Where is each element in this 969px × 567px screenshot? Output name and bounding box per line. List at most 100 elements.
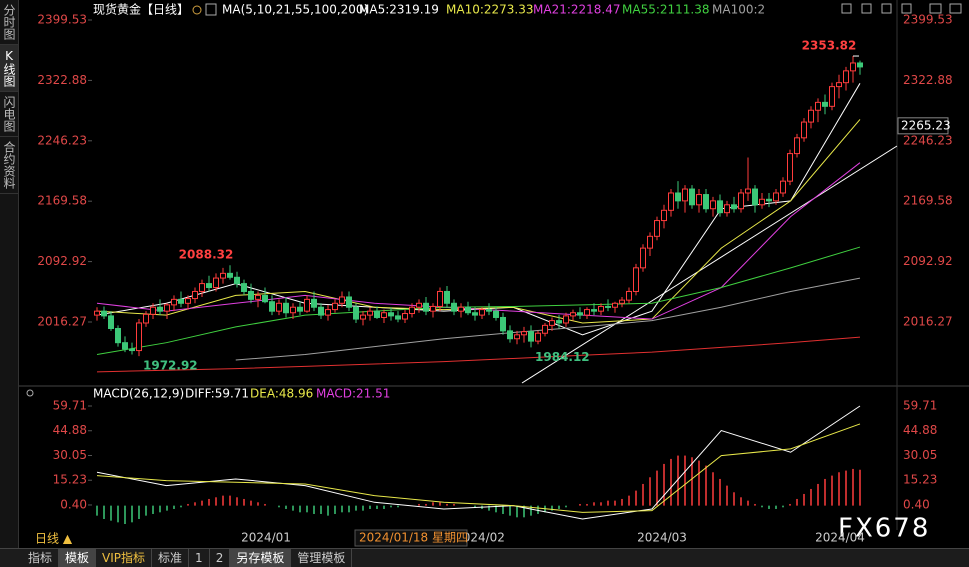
x-tick-label: 2024/01	[241, 531, 291, 545]
candle-body	[486, 309, 492, 312]
window-icon[interactable]	[861, 3, 872, 14]
candle-body	[101, 310, 107, 317]
candle-body	[409, 306, 415, 315]
legend-entry: MA21:2218.47	[533, 3, 621, 17]
y-tick-label: 59.71	[903, 399, 937, 413]
candle-body	[269, 301, 275, 312]
icon[interactable]	[192, 5, 202, 15]
candle-body	[682, 188, 688, 202]
window-icon[interactable]	[901, 3, 912, 14]
toolbar-tab[interactable]: 指标	[22, 549, 60, 567]
candle-body	[745, 188, 751, 194]
candle-body	[325, 309, 331, 316]
candle-body	[612, 302, 618, 308]
candle-body	[500, 316, 506, 332]
candle-body	[171, 298, 177, 306]
x-tick-label: 2024/03	[637, 531, 687, 545]
macd-legend: MACD:21.51	[316, 387, 390, 401]
candle-body	[780, 180, 786, 194]
y-tick-label: 59.71	[53, 399, 87, 413]
candle-body	[801, 121, 807, 139]
candle-body	[668, 192, 674, 211]
candle-body	[836, 82, 842, 88]
indicator-line	[235, 277, 861, 361]
legend-entry: MA55:2111.38	[622, 3, 710, 17]
candle-body	[815, 101, 821, 111]
candle-body	[318, 306, 324, 316]
candle-body	[822, 101, 828, 107]
toolbar-tab[interactable]: 2	[210, 549, 231, 567]
y-tick-label: 30.05	[903, 448, 937, 462]
candle-body	[479, 309, 485, 316]
icon[interactable]	[26, 389, 34, 397]
ma-params: MA(5,10,21,55,100,200)	[222, 3, 368, 17]
y-tick-label: 15.23	[53, 473, 87, 487]
candle-body	[283, 302, 289, 314]
candle-body	[437, 290, 443, 307]
y-tick-label: 2092.92	[37, 254, 87, 268]
candle-body	[276, 302, 282, 312]
sidebar-tab[interactable]: 分时图	[0, 0, 18, 45]
header-title: 现货黄金【日线】	[93, 2, 189, 17]
icon[interactable]	[205, 3, 217, 16]
candle-body	[626, 290, 632, 301]
price-annotation: 2088.32	[179, 248, 234, 262]
candle-body	[262, 294, 268, 303]
candle-body	[304, 298, 310, 312]
sidebar-tab[interactable]: 闪电图	[0, 92, 18, 137]
y-tick-label: 0.40	[903, 497, 930, 511]
window-icon[interactable]	[881, 3, 892, 14]
candle-body	[290, 306, 296, 314]
candle-body	[528, 331, 534, 342]
period-label[interactable]: 日线 ▲	[35, 532, 73, 546]
sidebar-tab[interactable]: 合约资料	[0, 137, 18, 194]
window-icon[interactable]	[949, 3, 962, 14]
candle-body	[759, 198, 765, 206]
candle-body	[150, 306, 156, 315]
window-icon[interactable]	[841, 3, 852, 14]
toolbar-tab[interactable]: 模板	[59, 549, 97, 567]
candle-body	[857, 62, 863, 68]
candle-body	[346, 296, 352, 308]
y-tick-label: 0.40	[60, 497, 87, 511]
candle-body	[297, 306, 303, 312]
candle-body	[108, 315, 114, 330]
candle-body	[430, 305, 436, 312]
candle-body	[255, 294, 261, 300]
candle-body	[724, 204, 730, 214]
candle-body	[164, 304, 170, 312]
candle-body	[241, 283, 247, 292]
candle-body	[773, 192, 779, 202]
candle-body	[220, 272, 226, 279]
y-tick-label: 2399.53	[37, 13, 87, 27]
candle-body	[388, 312, 394, 317]
candle-body	[402, 313, 408, 320]
candle-body	[850, 62, 856, 72]
candle-body	[423, 302, 429, 312]
y-tick-label: 44.88	[53, 423, 87, 437]
toolbar-tab[interactable]: 另存模板	[230, 549, 292, 567]
indicator-line	[96, 83, 861, 336]
candle-body	[367, 310, 373, 316]
indicator-line	[96, 336, 861, 373]
crosshair-date: 2024/01/18 星期四	[359, 531, 468, 545]
window-icon[interactable]	[929, 3, 942, 14]
y-tick-label: 2246.23	[37, 133, 87, 147]
sidebar-tab[interactable]: K线图	[0, 45, 18, 92]
candle-body	[549, 320, 555, 326]
candle-body	[381, 312, 387, 318]
candle-body	[661, 209, 667, 222]
trend-line	[521, 145, 898, 384]
candle-body	[507, 330, 513, 340]
toolbar-tab[interactable]: 1	[189, 549, 210, 567]
y-tick-label: 2169.58	[903, 194, 953, 208]
y-tick-label: 30.05	[53, 448, 87, 462]
toolbar-tab[interactable]: 标准	[152, 549, 190, 567]
candle-body	[444, 290, 450, 304]
candle-body	[710, 200, 716, 210]
candle-body	[129, 348, 135, 352]
price-annotation: 2353.82	[802, 39, 857, 53]
candle-body	[136, 322, 142, 352]
toolbar-tab[interactable]: VIP指标	[96, 549, 153, 567]
toolbar-tab[interactable]: 管理模板	[291, 549, 353, 567]
